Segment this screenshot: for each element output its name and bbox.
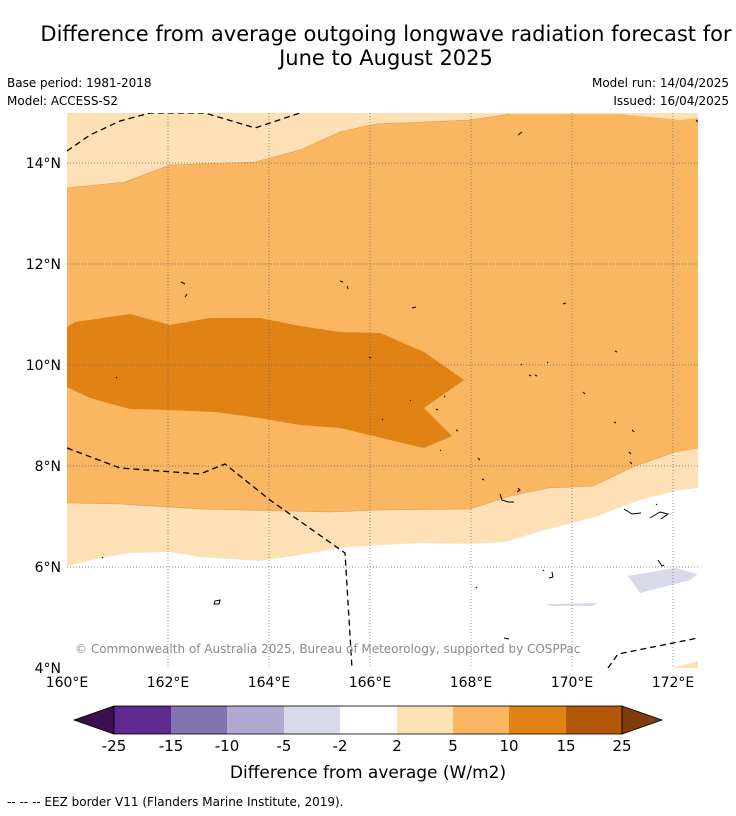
colorbar-segment xyxy=(509,706,566,734)
colorbar-tick: -10 xyxy=(215,737,240,755)
latitude-labels: 14°N 12°N 10°N 8°N 6°N 4°N xyxy=(26,156,61,677)
lon-label: 164°E xyxy=(248,675,291,691)
lat-label: 8°N xyxy=(35,459,61,475)
issued-date: Issued: 16/04/2025 xyxy=(613,94,729,108)
colorbar-segment xyxy=(566,706,622,734)
eez-border-middle xyxy=(67,447,353,668)
colorbar-segment xyxy=(340,706,397,734)
eez-legend-note: -- -- -- EEZ border V11 (Flanders Marine… xyxy=(7,795,344,809)
model-name: Model: ACCESS-S2 xyxy=(7,94,119,108)
title-line-1: Difference from average outgoing longwav… xyxy=(40,22,732,46)
colorbar-tick: 25 xyxy=(612,737,631,755)
lon-label: 166°E xyxy=(349,675,392,691)
colorbar-tick: -5 xyxy=(277,737,292,755)
lat-label: 10°N xyxy=(26,358,61,374)
eez-borders xyxy=(67,113,698,668)
model-run: Model run: 14/04/2025 xyxy=(591,76,729,90)
lon-label: 172°E xyxy=(652,675,695,691)
colorbar: -25 -15 -10 -5 -2 2 5 10 15 25 Differenc… xyxy=(72,705,664,783)
colorbar-tick: -25 xyxy=(102,737,127,755)
islands xyxy=(101,119,698,640)
title-line-2: June to August 2025 xyxy=(279,46,493,70)
colorbar-ticks: -25 -15 -10 -5 -2 2 5 10 15 25 xyxy=(102,737,632,755)
lon-label: 160°E xyxy=(46,675,89,691)
base-period: Base period: 1981-2018 xyxy=(7,76,152,90)
colorbar-tick: 15 xyxy=(556,737,575,755)
colorbar-tick: 10 xyxy=(499,737,518,755)
meta-left: Base period: 1981-2018 Model: ACCESS-S2 xyxy=(7,74,152,110)
colorbar-segment xyxy=(114,706,171,734)
colorbar-segment xyxy=(284,706,340,734)
lat-label: 12°N xyxy=(26,257,61,273)
map-plot-area: © Commonwealth of Australia 2025, Bureau… xyxy=(67,113,698,668)
colorbar-segment xyxy=(453,706,509,734)
colorbar-title: Difference from average (W/m2) xyxy=(230,763,506,783)
longitude-labels: 160°E 162°E 164°E 166°E 168°E 170°E 172°… xyxy=(46,675,695,691)
colorbar-segment xyxy=(227,706,284,734)
lat-label: 6°N xyxy=(35,560,61,576)
colorbar-tick: -15 xyxy=(159,737,184,755)
copyright-text: © Commonwealth of Australia 2025, Bureau… xyxy=(75,642,580,656)
lon-label: 162°E xyxy=(147,675,190,691)
contour-positive-corner xyxy=(672,661,698,668)
contour-negative-sliver xyxy=(546,603,598,606)
colorbar-tick: 5 xyxy=(448,737,458,755)
eez-border-southeast xyxy=(607,637,698,668)
colorbar-above-max xyxy=(621,705,664,735)
meta-right: Model run: 14/04/2025 Issued: 16/04/2025 xyxy=(592,74,729,110)
colorbar-outline xyxy=(113,705,623,735)
colorbar-tick: 2 xyxy=(392,737,402,755)
lon-label: 168°E xyxy=(450,675,493,691)
map-title: Difference from average outgoing longwav… xyxy=(0,22,736,70)
colorbar-segment xyxy=(171,706,227,734)
gridlines xyxy=(67,113,698,668)
colorbar-below-min xyxy=(72,705,115,735)
contour-10-15 xyxy=(67,314,464,448)
colorbar-tick: -2 xyxy=(333,737,348,755)
lat-label: 14°N xyxy=(26,156,61,172)
lon-label: 170°E xyxy=(551,675,594,691)
lat-label: 4°N xyxy=(35,661,61,677)
contour-negative-patch xyxy=(628,568,698,593)
colorbar-segment xyxy=(397,706,453,734)
contour-5-10 xyxy=(67,114,698,512)
